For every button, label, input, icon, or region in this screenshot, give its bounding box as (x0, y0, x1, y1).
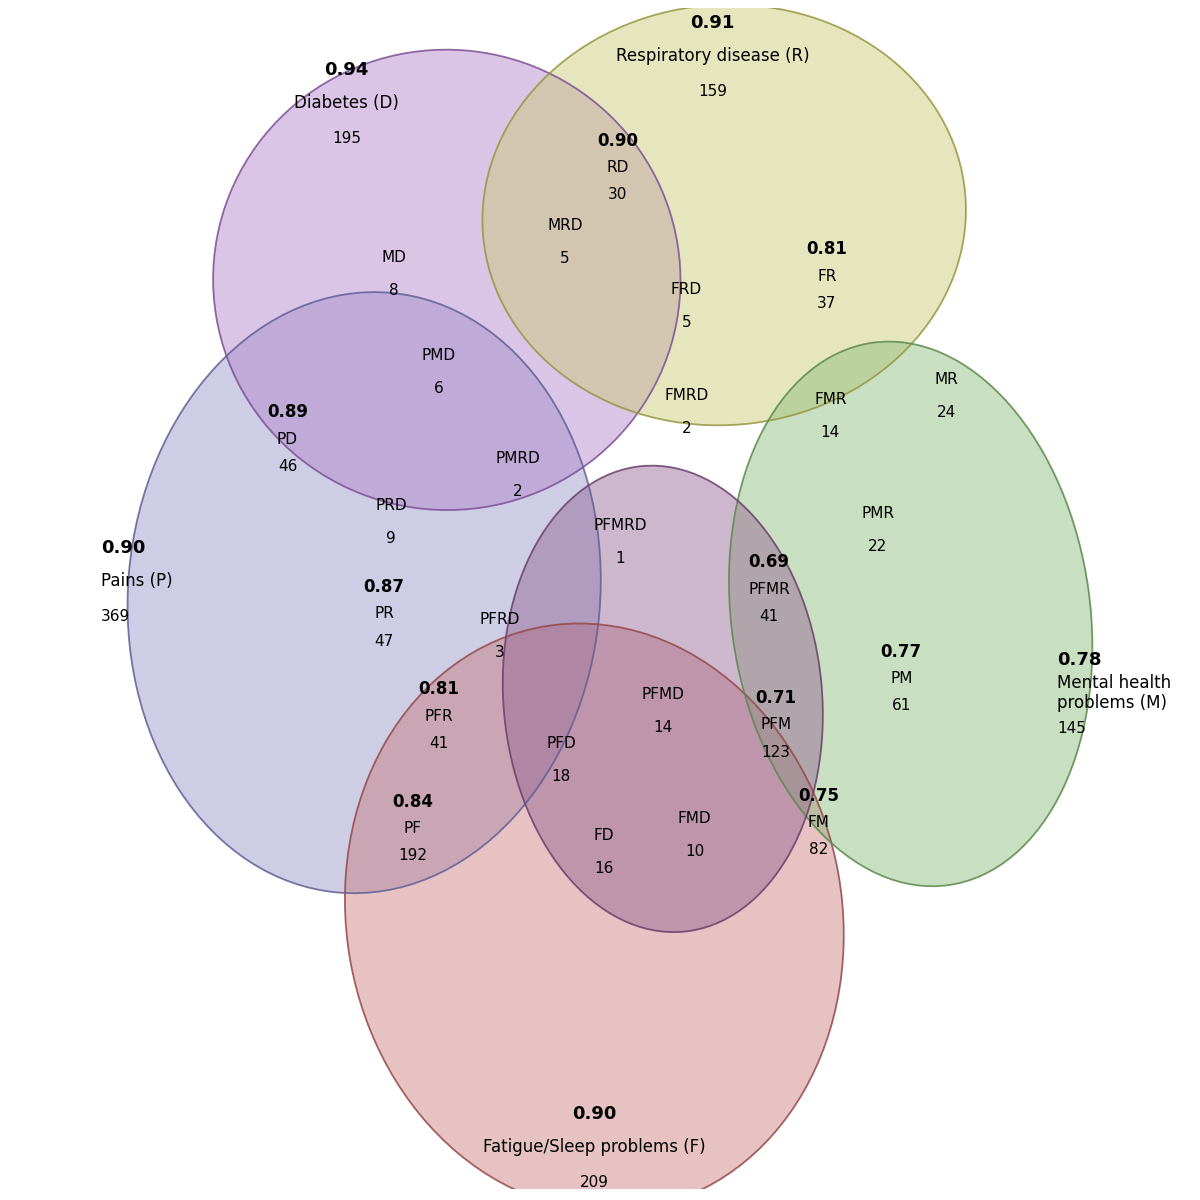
Text: PFRD: PFRD (480, 612, 520, 628)
Text: 5: 5 (560, 251, 570, 266)
Text: PRD: PRD (376, 498, 407, 512)
Text: PM: PM (890, 671, 912, 686)
Text: 0.81: 0.81 (418, 680, 458, 698)
Text: 0.71: 0.71 (756, 689, 797, 707)
Text: 3: 3 (496, 646, 505, 660)
Text: 14: 14 (821, 425, 840, 439)
Text: PFMR: PFMR (748, 582, 790, 596)
Text: 192: 192 (398, 848, 427, 863)
Text: 61: 61 (892, 698, 911, 714)
Text: 2: 2 (682, 421, 691, 436)
Text: MD: MD (382, 250, 406, 265)
Text: 8: 8 (389, 283, 398, 298)
Text: FR: FR (817, 269, 836, 284)
Text: PFMRD: PFMRD (594, 518, 647, 533)
Text: 0.90: 0.90 (598, 132, 638, 150)
Text: 369: 369 (101, 608, 131, 624)
Text: MR: MR (934, 372, 958, 386)
Ellipse shape (482, 5, 966, 425)
Text: 10: 10 (685, 844, 704, 859)
Text: 46: 46 (277, 458, 298, 474)
Text: PFR: PFR (425, 709, 452, 724)
Text: 16: 16 (594, 862, 613, 876)
Text: 0.90: 0.90 (101, 539, 145, 557)
Text: 14: 14 (653, 720, 672, 734)
Ellipse shape (728, 342, 1092, 887)
Text: 0.69: 0.69 (749, 553, 790, 571)
Text: 2: 2 (512, 484, 522, 499)
Ellipse shape (214, 49, 680, 510)
Text: 145: 145 (1057, 721, 1086, 736)
Text: 0.77: 0.77 (881, 643, 922, 661)
Text: Diabetes (D): Diabetes (D) (294, 94, 398, 112)
Text: 195: 195 (332, 131, 361, 145)
Text: FMR: FMR (814, 391, 847, 407)
Text: 9: 9 (386, 530, 396, 546)
Text: 0.91: 0.91 (690, 13, 734, 31)
Text: FRD: FRD (671, 282, 702, 296)
Text: 0.87: 0.87 (364, 577, 404, 595)
Text: 0.75: 0.75 (798, 787, 839, 805)
Text: 18: 18 (552, 769, 571, 785)
Text: PR: PR (374, 606, 394, 622)
Text: PMRD: PMRD (496, 451, 540, 466)
Text: PF: PF (403, 821, 421, 836)
Ellipse shape (127, 292, 601, 893)
Text: MRD: MRD (547, 218, 582, 233)
Text: 159: 159 (698, 84, 727, 98)
Text: 37: 37 (817, 296, 836, 311)
Text: 1: 1 (616, 551, 625, 566)
Text: 0.94: 0.94 (324, 61, 368, 79)
Text: PMD: PMD (421, 348, 456, 362)
Text: RD: RD (607, 161, 629, 175)
Text: Pains (P): Pains (P) (101, 572, 173, 590)
Text: 0.78: 0.78 (1057, 650, 1102, 668)
Text: 123: 123 (762, 744, 791, 760)
Text: FD: FD (594, 828, 614, 844)
Text: 5: 5 (682, 314, 691, 330)
Text: 209: 209 (580, 1175, 608, 1190)
Text: 22: 22 (868, 539, 887, 554)
Text: 30: 30 (608, 187, 628, 203)
Text: PD: PD (277, 432, 298, 446)
Text: FMD: FMD (678, 811, 712, 826)
Text: 0.84: 0.84 (392, 792, 433, 810)
Text: Respiratory disease (R): Respiratory disease (R) (616, 47, 809, 65)
Text: 0.81: 0.81 (806, 240, 847, 258)
Text: 6: 6 (433, 380, 444, 396)
Text: PFMD: PFMD (641, 686, 684, 702)
Text: 0.89: 0.89 (266, 403, 308, 421)
Text: Mental health
problems (M): Mental health problems (M) (1057, 673, 1171, 713)
Ellipse shape (344, 624, 844, 1200)
Ellipse shape (503, 466, 823, 932)
Text: 24: 24 (936, 404, 955, 420)
Text: FMRD: FMRD (665, 388, 708, 403)
Text: 41: 41 (428, 737, 448, 751)
Text: 0.90: 0.90 (572, 1105, 617, 1123)
Text: 41: 41 (760, 608, 779, 624)
Text: Fatigue/Sleep problems (F): Fatigue/Sleep problems (F) (484, 1139, 706, 1157)
Text: FM: FM (808, 815, 829, 830)
Text: PFM: PFM (761, 718, 792, 732)
Text: 82: 82 (809, 842, 828, 858)
Text: 47: 47 (374, 634, 394, 648)
Text: PMR: PMR (862, 506, 894, 521)
Text: PFD: PFD (546, 737, 576, 751)
